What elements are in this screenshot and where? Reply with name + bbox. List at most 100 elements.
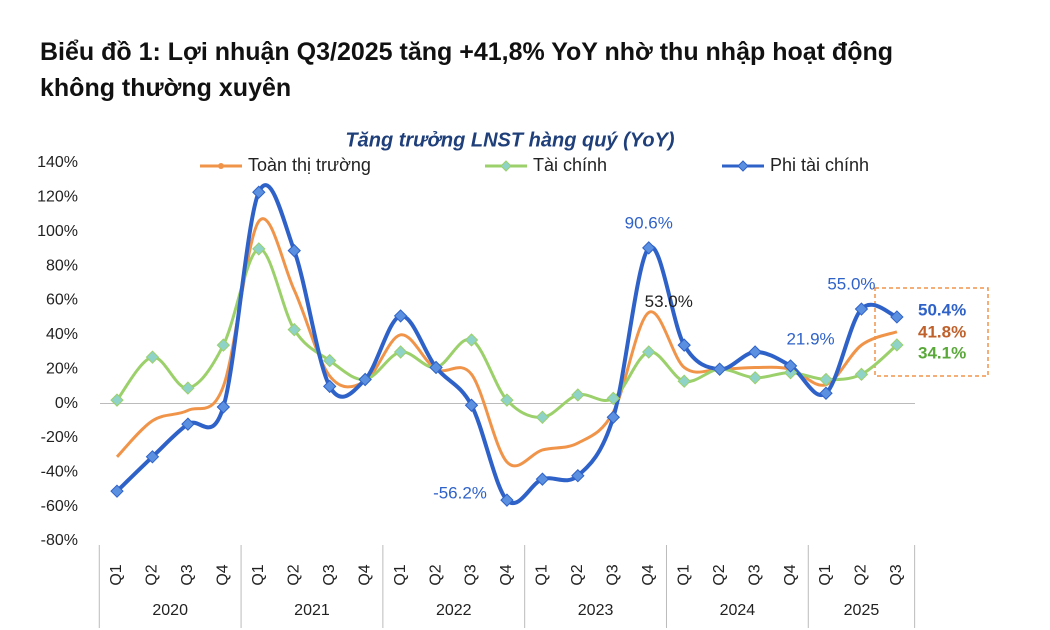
x-tick-label: Q4 [498,564,515,585]
y-tick-label: 60% [46,292,78,309]
data-point [854,302,869,316]
data-label: 90.6% [625,213,673,232]
data-label: 34.1% [918,343,966,362]
data-point [748,345,762,359]
y-tick-label: 80% [46,257,78,274]
x-tick-label: Q4 [356,564,373,585]
y-tick-label: 100% [37,223,78,240]
y-tick-label: -20% [41,429,78,446]
data-point [393,345,408,359]
x-tick-label: Q1 [817,564,834,585]
data-point [110,393,124,407]
data-point [252,185,266,199]
x-tick-label: Q2 [711,564,728,585]
x-tick-label: Q3 [605,564,622,585]
legend-marker [500,160,512,172]
legend-label: Phi tài chính [770,155,869,175]
data-point [677,374,691,388]
year-label: 2024 [720,602,756,619]
x-tick-label: Q4 [782,564,799,585]
x-tick-label: Q3 [463,564,480,585]
year-label: 2022 [436,602,472,619]
x-tick-label: Q1 [675,564,692,585]
x-tick-label: Q2 [427,564,444,585]
data-point [216,400,231,414]
data-point [535,410,550,424]
legend-marker [737,160,749,172]
data-point [748,371,762,385]
page-title: không thường xuyên [40,74,291,102]
data-point [216,338,231,352]
data-label: 50.4% [918,300,966,319]
data-point [890,338,904,352]
x-tick-label: Q3 [179,564,196,585]
x-tick-label: Q2 [144,564,161,585]
data-point [393,309,408,323]
data-point [181,381,195,395]
data-point [571,388,585,402]
y-tick-label: 120% [37,189,78,206]
x-tick-label: Q1 [392,564,409,585]
data-point [287,322,301,337]
data-point [606,410,621,424]
y-tick-label: -40% [41,463,78,480]
page-title: Biểu đồ 1: Lợi nhuận Q3/2025 tăng +41,8%… [40,38,893,66]
data-point [819,386,833,400]
data-point [252,242,266,256]
data-label: 21.9% [786,329,834,348]
x-tick-label: Q2 [285,564,302,585]
legend-marker [218,163,224,169]
x-tick-label: Q1 [250,564,267,585]
data-point [322,379,337,394]
x-tick-label: Q3 [888,564,905,585]
x-tick-label: Q4 [215,564,232,585]
x-tick-label: Q2 [853,564,870,585]
legend-label: Toàn thị trường [248,155,371,175]
year-label: 2023 [578,602,614,619]
year-label: 2020 [152,602,188,619]
year-label: 2025 [844,602,880,619]
year-label: 2021 [294,602,330,619]
x-tick-label: Q3 [746,564,763,585]
y-tick-label: 40% [46,326,78,343]
data-point [535,472,550,486]
x-tick-label: Q4 [640,564,657,585]
data-label: 53.0% [645,292,693,311]
data-point [322,353,337,368]
data-point [358,372,372,387]
data-label: 41.8% [918,322,966,341]
data-point [712,362,727,376]
data-point [287,243,301,258]
y-tick-label: 140% [37,154,78,171]
data-point [606,391,621,406]
y-tick-label: 20% [46,360,78,377]
y-tick-label: -60% [41,498,78,515]
data-point [819,372,833,387]
x-tick-label: Q2 [569,564,586,585]
data-point [571,469,585,483]
data-label: 55.0% [827,275,875,294]
highlight-box [874,287,989,377]
data-point [642,345,656,359]
data-point [181,417,195,431]
data-point [500,493,514,507]
chart-title: Tăng trưởng LNST hàng quý (YoY) [345,129,675,151]
x-tick-label: Q3 [321,564,338,585]
data-point [429,360,443,375]
data-point [783,359,798,373]
data-point [464,398,479,412]
data-point [145,350,160,364]
series-line [115,183,898,505]
data-point [145,450,160,464]
x-tick-label: Q1 [108,564,125,585]
data-point [464,333,479,347]
data-point [500,393,514,407]
y-tick-label: -80% [41,532,78,549]
legend-label: Tài chính [533,155,607,175]
data-point [890,310,904,324]
data-point [677,338,691,352]
data-point [854,367,869,382]
y-tick-label: 0% [55,395,78,412]
data-point [642,241,656,255]
